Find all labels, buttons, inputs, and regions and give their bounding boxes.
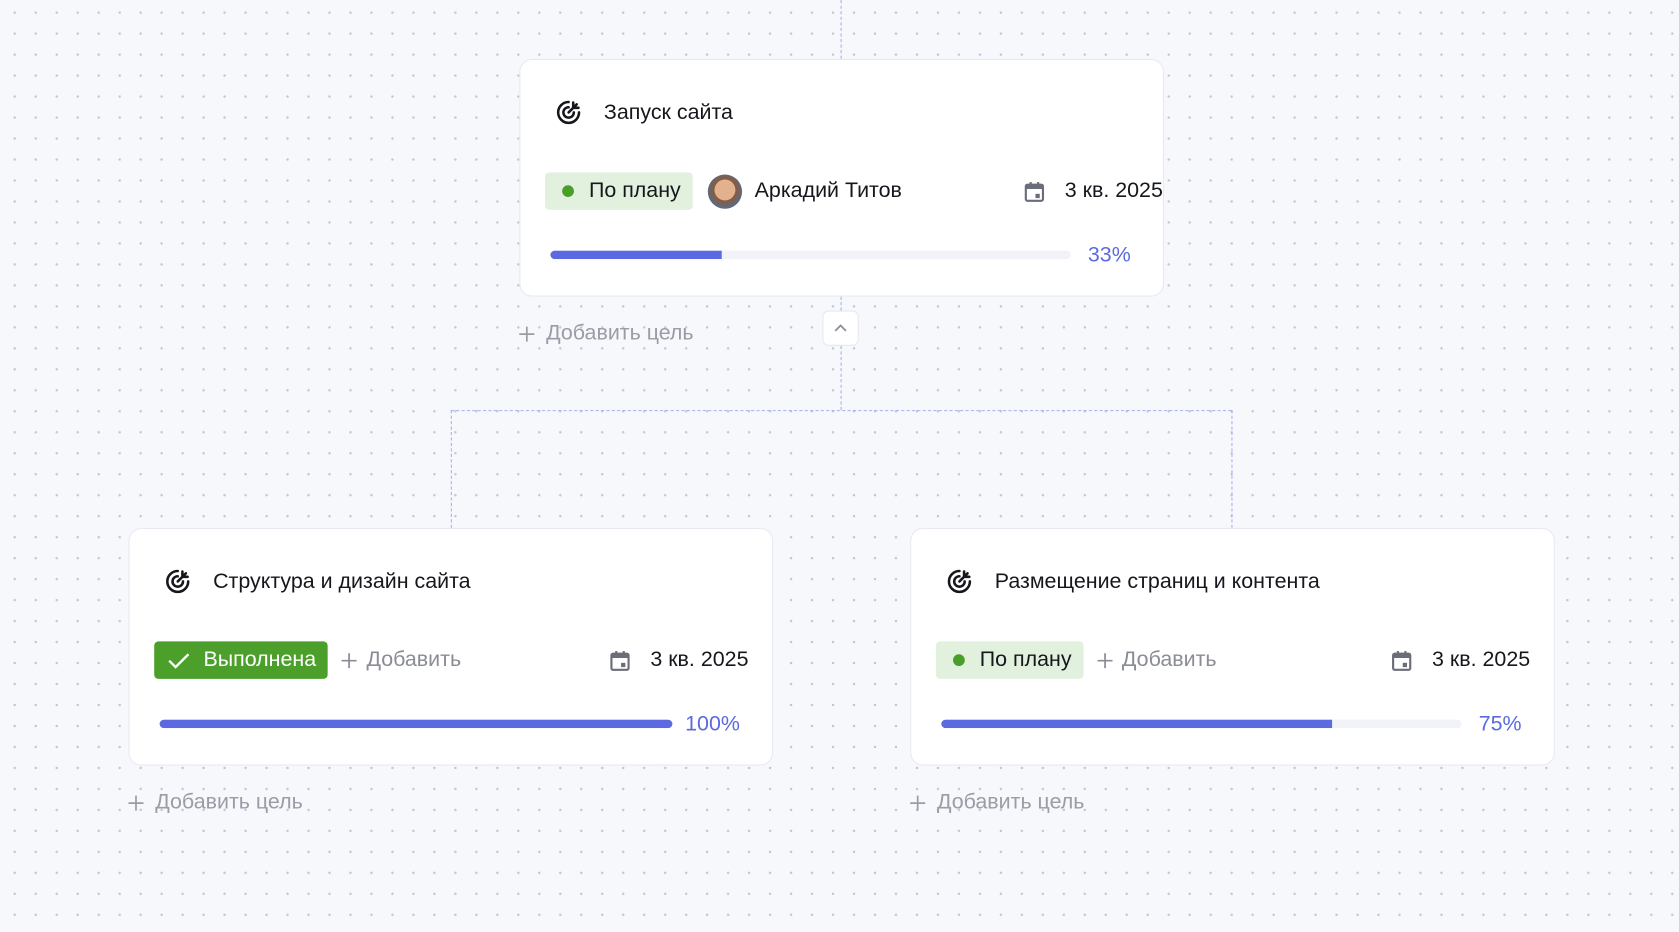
due-date[interactable]: 3 кв. 2025	[1024, 179, 1163, 204]
goal-title[interactable]: Запуск сайта	[603, 100, 733, 124]
progress-bar	[159, 719, 673, 729]
progress-fill	[550, 250, 723, 260]
owner-name[interactable]: Аркадий Титов	[754, 178, 902, 203]
due-date[interactable]: 3 кв. 2025	[610, 647, 749, 673]
add-goal-button[interactable]: Добавить цель	[518, 321, 694, 346]
chevron-up-icon	[834, 323, 847, 331]
progress: 75%	[941, 711, 1522, 736]
plus-icon	[518, 325, 535, 342]
progress-bar	[941, 719, 1462, 729]
connector	[840, 0, 842, 59]
status-badge[interactable]: По плану	[935, 641, 1084, 679]
connector	[840, 296, 842, 311]
progress-percent: 100%	[685, 711, 740, 736]
add-owner-button[interactable]: Добавить	[341, 648, 461, 673]
collapse-button[interactable]	[822, 310, 859, 346]
plus-icon	[341, 652, 358, 669]
progress-percent: 33%	[1087, 242, 1131, 267]
date-label: 3 кв. 2025	[1064, 178, 1163, 203]
status-dot-icon	[562, 185, 574, 198]
avatar[interactable]	[707, 174, 742, 209]
progress-fill	[159, 719, 673, 729]
add-goal-label: Добавить цель	[546, 321, 694, 345]
calendar-icon	[1391, 649, 1412, 670]
goal-target-icon	[946, 568, 974, 596]
status-label: Выполнена	[203, 647, 317, 672]
add-goal-button[interactable]: Добавить цель	[127, 790, 303, 815]
date-label: 3 кв. 2025	[650, 647, 749, 672]
progress: 100%	[159, 711, 740, 736]
add-label: Добавить	[366, 647, 462, 672]
add-goal-label: Добавить цель	[936, 790, 1085, 814]
goal-card[interactable]: Структура и дизайн сайта Выполнена Добав…	[128, 527, 774, 766]
progress: 33%	[550, 242, 1131, 267]
add-goal-label: Добавить цель	[155, 790, 303, 814]
goal-target-icon	[164, 568, 192, 596]
plus-icon	[1096, 652, 1113, 669]
add-goal-button[interactable]: Добавить цель	[909, 790, 1084, 815]
calendar-icon	[610, 649, 631, 670]
add-owner-button[interactable]: Добавить	[1096, 647, 1217, 673]
goal-title[interactable]: Размещение страниц и контента	[994, 569, 1320, 593]
connector	[840, 345, 842, 411]
connector	[1231, 410, 1233, 528]
status-badge[interactable]: По плану	[545, 172, 693, 210]
progress-fill	[941, 719, 1332, 729]
due-date[interactable]: 3 кв. 2025	[1391, 648, 1530, 673]
connector	[450, 410, 1232, 412]
progress-bar	[550, 250, 1071, 260]
status-badge[interactable]: Выполнена	[154, 641, 328, 679]
connector	[450, 410, 452, 528]
status-label: По плану	[979, 647, 1072, 672]
add-label: Добавить	[1121, 647, 1217, 672]
status-label: По плану	[588, 178, 681, 203]
date-label: 3 кв. 2025	[1432, 647, 1531, 672]
calendar-icon	[1024, 180, 1045, 201]
goal-title[interactable]: Структура и дизайн сайта	[213, 569, 471, 593]
goal-card[interactable]: Размещение страниц и контента По плану Д…	[910, 527, 1555, 766]
goal-target-icon	[555, 99, 583, 127]
status-dot-icon	[953, 654, 965, 667]
check-icon	[168, 652, 190, 669]
goal-card[interactable]: Запуск сайта По плану Аркадий Титов 3 кв…	[519, 58, 1164, 297]
plus-icon	[127, 794, 144, 811]
plus-icon	[909, 794, 926, 811]
progress-percent: 75%	[1478, 711, 1522, 736]
